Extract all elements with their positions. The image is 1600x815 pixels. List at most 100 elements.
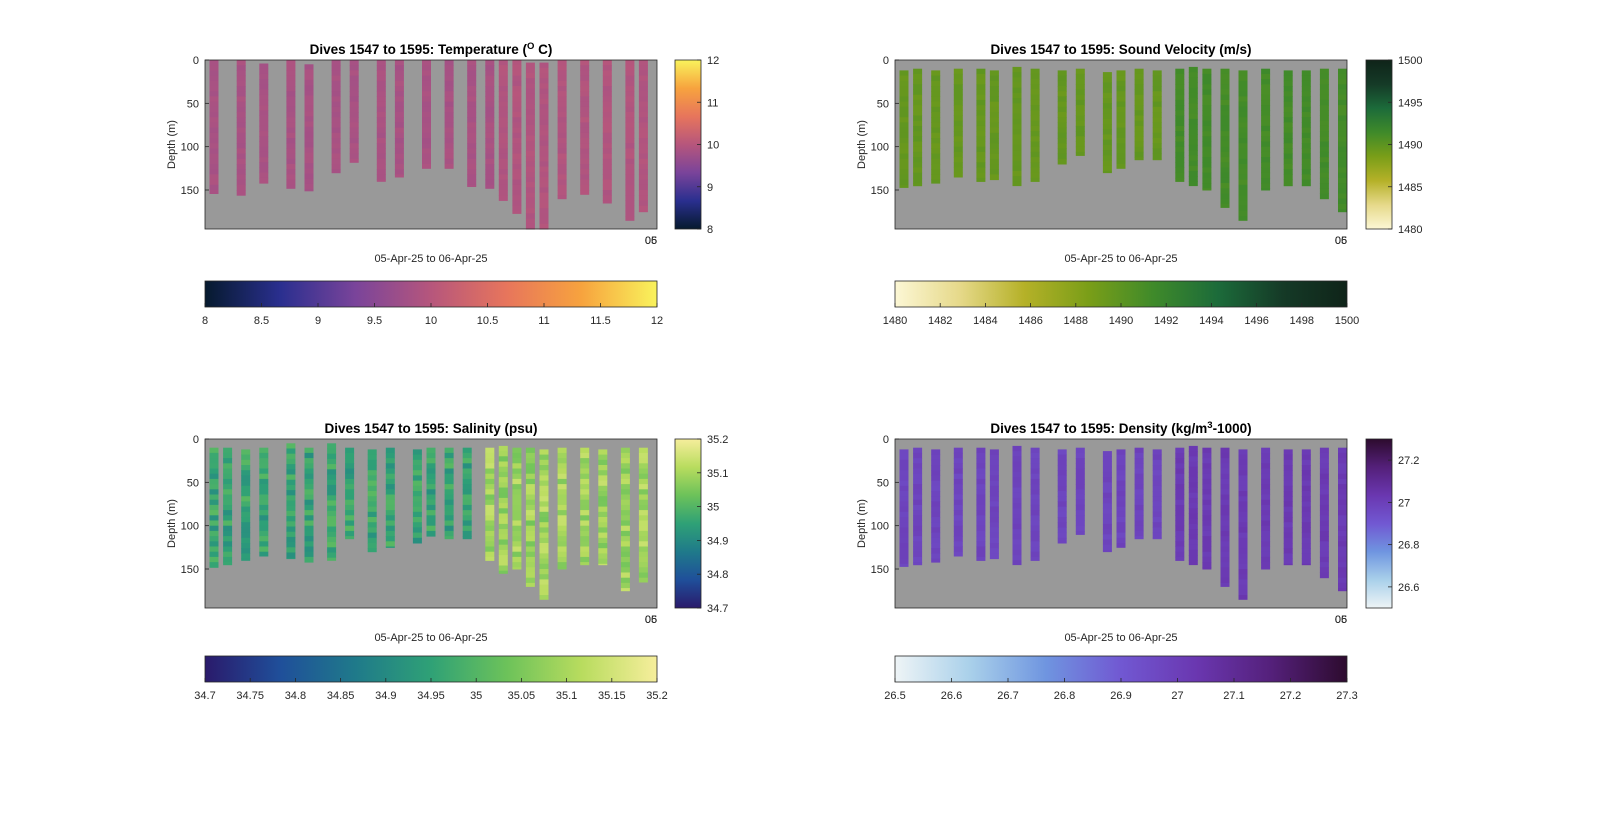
profile-cell bbox=[498, 138, 508, 144]
profile-cell bbox=[1012, 482, 1022, 488]
profile-cell bbox=[1338, 577, 1347, 584]
profile-cell bbox=[286, 500, 296, 507]
profile-cell bbox=[209, 556, 219, 563]
profile-cell bbox=[304, 546, 314, 553]
profile-cell bbox=[1134, 484, 1144, 490]
profile-cell bbox=[602, 75, 612, 82]
profile-cell bbox=[899, 164, 909, 170]
profile-cell bbox=[1152, 517, 1162, 523]
profile-cell bbox=[259, 167, 269, 174]
profile-cell bbox=[976, 105, 986, 111]
profile-cell bbox=[953, 452, 963, 459]
profile-bar bbox=[327, 443, 337, 561]
profile-cell bbox=[1238, 485, 1248, 492]
profile-cell bbox=[485, 489, 495, 495]
profile-cell bbox=[1152, 465, 1162, 471]
profile-cell bbox=[1283, 96, 1293, 103]
profile-cell bbox=[1188, 108, 1198, 115]
profile-bar bbox=[241, 449, 251, 561]
profile-cell bbox=[1319, 541, 1329, 547]
profile-cell bbox=[580, 143, 590, 149]
profile-cell bbox=[241, 532, 251, 539]
profile-cell bbox=[899, 454, 909, 461]
profile-cell bbox=[1319, 546, 1329, 553]
profile-cell bbox=[1220, 484, 1230, 490]
profile-cell bbox=[1116, 138, 1126, 144]
profile-cell bbox=[422, 91, 431, 97]
profile-cell bbox=[209, 164, 219, 170]
profile-cell bbox=[976, 120, 986, 127]
profile-cell bbox=[1338, 546, 1347, 553]
profile-cell bbox=[286, 75, 296, 82]
profile-cell bbox=[286, 490, 296, 496]
colorbar-tick-label: 26.8 bbox=[1054, 690, 1075, 702]
colorbar-tick-label: 27.3 bbox=[1336, 690, 1357, 702]
profile-cell bbox=[1030, 162, 1040, 168]
profile-cell bbox=[1075, 504, 1085, 511]
profile-cell bbox=[259, 162, 269, 168]
profile-cell bbox=[1030, 478, 1040, 485]
profile-cell bbox=[525, 499, 535, 506]
profile-cell bbox=[1261, 99, 1271, 106]
profile-cell bbox=[1202, 188, 1212, 191]
profile-cell bbox=[467, 158, 477, 165]
profile-cell bbox=[1152, 91, 1162, 97]
profile-cell bbox=[512, 153, 522, 160]
profile-cell bbox=[286, 106, 296, 113]
profile-bar bbox=[1102, 72, 1112, 174]
profile-cell bbox=[931, 449, 941, 456]
profile-cell bbox=[1134, 515, 1144, 521]
profile-cell bbox=[209, 148, 219, 155]
profile-cell bbox=[331, 132, 341, 139]
profile-cell bbox=[1301, 143, 1311, 149]
profile-cell bbox=[1030, 73, 1040, 80]
profile-cell bbox=[1012, 466, 1022, 473]
profile-cell bbox=[913, 525, 923, 532]
profile-cell bbox=[1102, 487, 1112, 494]
profile-bar bbox=[422, 60, 431, 169]
profile-cell bbox=[485, 91, 495, 97]
profile-bar bbox=[498, 60, 508, 201]
profile-cell bbox=[1030, 94, 1040, 101]
profile-cell bbox=[931, 558, 941, 563]
profile-cell bbox=[953, 541, 963, 547]
profile-cell bbox=[1338, 84, 1347, 90]
profile-cell bbox=[1188, 482, 1198, 488]
profile-cell bbox=[259, 151, 269, 158]
profile-cell bbox=[580, 112, 590, 118]
profile-cell bbox=[557, 122, 567, 129]
profile-cell bbox=[327, 547, 337, 553]
profile-cell bbox=[498, 503, 508, 509]
profile-cell bbox=[989, 117, 999, 123]
y-tick-label: 50 bbox=[877, 477, 889, 489]
profile-cell bbox=[539, 73, 549, 79]
profile-cell bbox=[1134, 68, 1144, 75]
profile-cell bbox=[1030, 499, 1040, 506]
profile-cell bbox=[1202, 84, 1212, 90]
profile-cell bbox=[367, 548, 377, 553]
profile-cell bbox=[259, 63, 269, 70]
profile-cell bbox=[976, 556, 986, 561]
profile-cell bbox=[539, 93, 549, 100]
profile-cell bbox=[304, 152, 314, 159]
profile-cell bbox=[1202, 463, 1212, 469]
colorbar-tick-label: 8.5 bbox=[254, 315, 269, 327]
profile-cell bbox=[467, 174, 477, 181]
colorbar-tick-label: 27.2 bbox=[1280, 690, 1301, 702]
profile-cell bbox=[394, 158, 404, 165]
profile-cell bbox=[259, 452, 269, 459]
profile-cell bbox=[899, 527, 909, 534]
profile-cell bbox=[1102, 492, 1112, 499]
profile-cell bbox=[209, 112, 219, 118]
profile-cell bbox=[1338, 73, 1347, 80]
x-tick-label: 05 bbox=[645, 235, 657, 247]
profile-cell bbox=[638, 122, 648, 129]
profile-cell bbox=[512, 169, 522, 175]
profile-cell bbox=[1057, 158, 1067, 165]
profile-cell bbox=[304, 79, 314, 86]
profile-cell bbox=[620, 468, 630, 475]
profile-cell bbox=[394, 75, 404, 82]
profile-cell bbox=[1175, 458, 1185, 464]
profile-cell bbox=[1075, 141, 1085, 148]
